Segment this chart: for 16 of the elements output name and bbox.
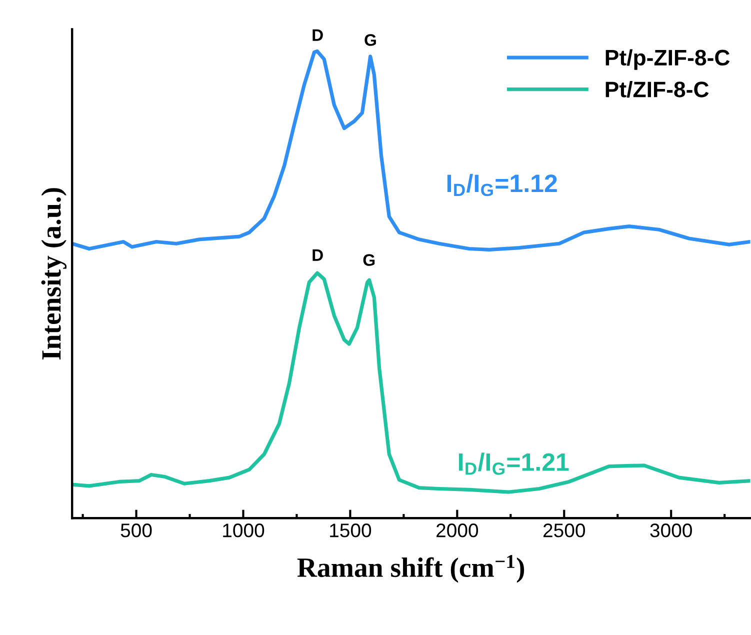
x-tick-label: 500 xyxy=(120,524,152,538)
x-tick-label: 1500 xyxy=(330,524,372,538)
x-tick-label: 1000 xyxy=(223,524,264,538)
text: G xyxy=(364,34,376,46)
annotation: I$_{D}$/I$_{G}$=1.21 xyxy=(458,452,569,475)
annotation: D xyxy=(312,249,323,261)
legend-label: Pt/ZIF-8-C xyxy=(606,81,709,98)
legend-label: Pt/p-ZIF-8-C xyxy=(606,49,730,70)
annotation: I$_{D}$/I$_{G}$=1.12 xyxy=(447,174,557,196)
annotation: G xyxy=(363,254,375,266)
x-axis-title: Raman shift (cm$^{−1}$) xyxy=(297,555,524,583)
x-tick-label: 2500 xyxy=(543,524,585,538)
y-axis-title: Intensity (a.u.) xyxy=(41,188,67,360)
x-tick-label: 3000 xyxy=(650,524,692,538)
text: D xyxy=(312,29,323,41)
x-tick-label: 2000 xyxy=(436,524,478,538)
